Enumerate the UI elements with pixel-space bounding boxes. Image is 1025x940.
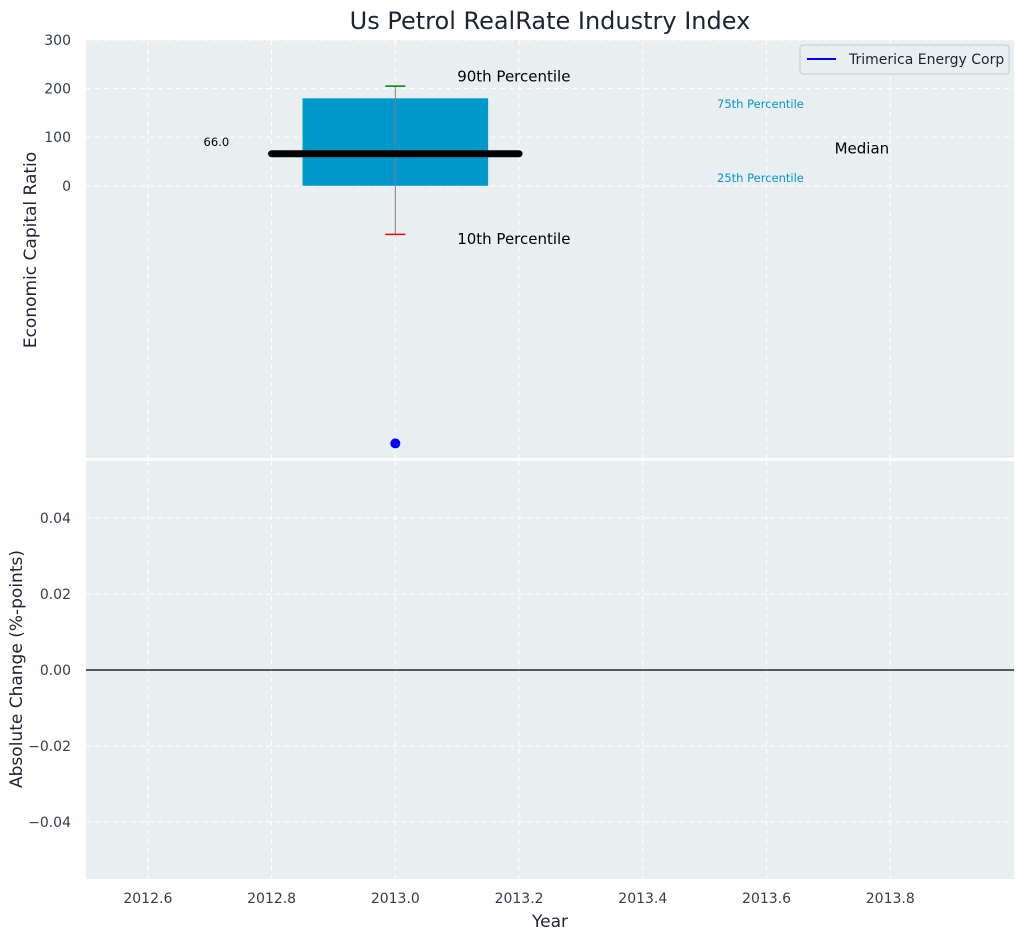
legend-frame xyxy=(799,44,1010,75)
annotation-label: 10th Percentile xyxy=(457,230,570,248)
top-gridlines xyxy=(86,39,1014,458)
x-tick-labels: 2012.6 2012.8 2013.0 2013.2 2013.4 2013.6 2013… xyxy=(123,891,914,907)
annotation-label: 75th Percentile xyxy=(717,97,804,111)
bottom-y-tick-label: 0.02 xyxy=(40,587,71,603)
bottom-y-tick-label: −0.04 xyxy=(28,815,71,831)
top-y-tick-label: 300 xyxy=(44,33,71,49)
bottom-y-tick-label: 0.04 xyxy=(40,511,71,527)
x-axis-label: Year xyxy=(531,912,568,932)
x-tick-label: 2013.2 xyxy=(495,891,544,907)
x-tick-label: 2013.6 xyxy=(742,891,791,907)
top-plot-background xyxy=(86,40,1014,458)
x-tick-label: 2013.8 xyxy=(866,891,915,907)
bottom-y-tick-label: 0.00 xyxy=(40,663,71,679)
legend-label: Trimerica Energy Corp xyxy=(848,52,1004,68)
top-panel: 0 100 200 300 Economic Capital Ratio 90th P… xyxy=(21,33,1014,458)
chart-title: Us Petrol RealRate Industry Index xyxy=(350,7,751,35)
annotation-label: Median xyxy=(835,140,890,158)
annotation-label: 66.0 xyxy=(204,135,230,149)
top-annotations: 90th Percentile 10th Percentile 75th Perce… xyxy=(204,67,890,248)
top-y-tick-label: 0 xyxy=(62,179,71,195)
top-y-tick-label: 100 xyxy=(44,130,71,146)
bottom-panel: 0.04 0.02 0.00 −0.02 −0.04 2012.6 2012.8 2013.… xyxy=(7,461,1014,932)
top-y-axis-label: Economic Capital Ratio xyxy=(21,152,41,348)
legend: Trimerica Energy Corp xyxy=(799,44,1010,75)
company-point xyxy=(390,438,401,449)
top-chart-marks xyxy=(268,85,523,449)
x-tick-label: 2013.4 xyxy=(618,891,667,907)
x-tick-label: 2012.8 xyxy=(247,891,296,907)
bottom-y-axis-label: Absolute Change (%-points) xyxy=(7,550,27,788)
top-y-tick-labels: 0 100 200 300 xyxy=(44,33,71,195)
bottom-y-tick-labels: 0.04 0.02 0.00 −0.02 −0.04 xyxy=(28,511,71,831)
bottom-y-tick-label: −0.02 xyxy=(28,739,71,755)
x-tick-label: 2012.6 xyxy=(123,891,172,907)
x-tick-label: 2013.0 xyxy=(371,891,420,907)
annotation-label: 90th Percentile xyxy=(457,67,570,85)
top-y-tick-label: 200 xyxy=(44,82,71,98)
annotation-label: 25th Percentile xyxy=(717,171,804,185)
